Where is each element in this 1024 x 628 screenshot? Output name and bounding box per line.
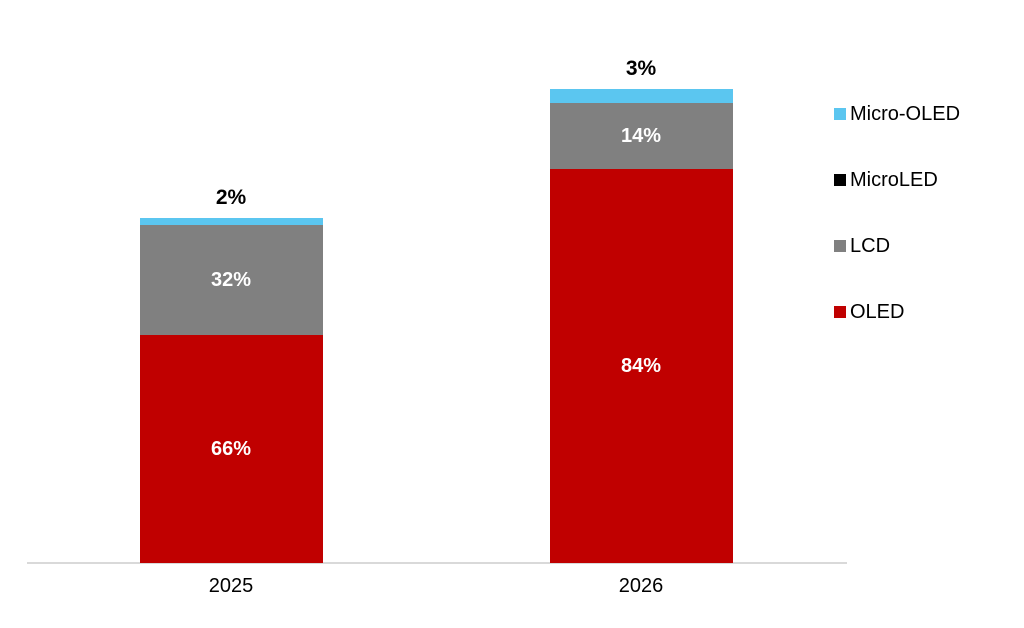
bar-segment-micro-oled-2026 — [549, 89, 733, 104]
bar-segment-oled-2026: 84% — [549, 168, 733, 563]
above-bar-label-micro-oled-2025: 2% — [215, 186, 247, 209]
bar-segment-lcd-2026: 14% — [549, 103, 733, 169]
legend-item-micro-oled: Micro-OLED — [834, 102, 960, 126]
legend-item-oled: OLED — [834, 300, 960, 324]
legend-swatch-oled — [834, 306, 846, 318]
legend-swatch-lcd — [834, 240, 846, 252]
above-bar-label-micro-oled-2026: 3% — [625, 57, 657, 80]
x-axis-line — [27, 562, 847, 564]
legend-label-micro-oled: Micro-OLED — [850, 102, 961, 125]
bar-segment-micro-oled-2025 — [139, 218, 323, 225]
legend-label-oled: OLED — [850, 300, 905, 323]
bar-segment-oled-2025: 66% — [139, 335, 323, 563]
bar-segment-lcd-2025: 32% — [139, 224, 323, 336]
bar-2026: 14% 84% — [549, 89, 733, 563]
segment-label-oled-2026: 84% — [620, 354, 662, 377]
x-tick-label-2025: 2025 — [208, 575, 254, 597]
legend-swatch-microled — [834, 174, 846, 186]
legend-item-lcd: LCD — [834, 234, 960, 258]
x-tick-label-2026: 2026 — [618, 575, 664, 597]
segment-label-lcd-2026: 14% — [620, 124, 662, 147]
legend: Micro-OLED MicroLED LCD OLED — [834, 102, 960, 366]
segment-label-oled-2025: 66% — [210, 438, 252, 461]
legend-label-lcd: LCD — [850, 234, 891, 257]
legend-swatch-micro-oled — [834, 108, 846, 120]
segment-label-lcd-2025: 32% — [210, 269, 252, 292]
bar-2025: 32% 66% — [139, 218, 323, 563]
legend-label-microled: MicroLED — [850, 168, 938, 191]
legend-item-microled: MicroLED — [834, 168, 960, 192]
